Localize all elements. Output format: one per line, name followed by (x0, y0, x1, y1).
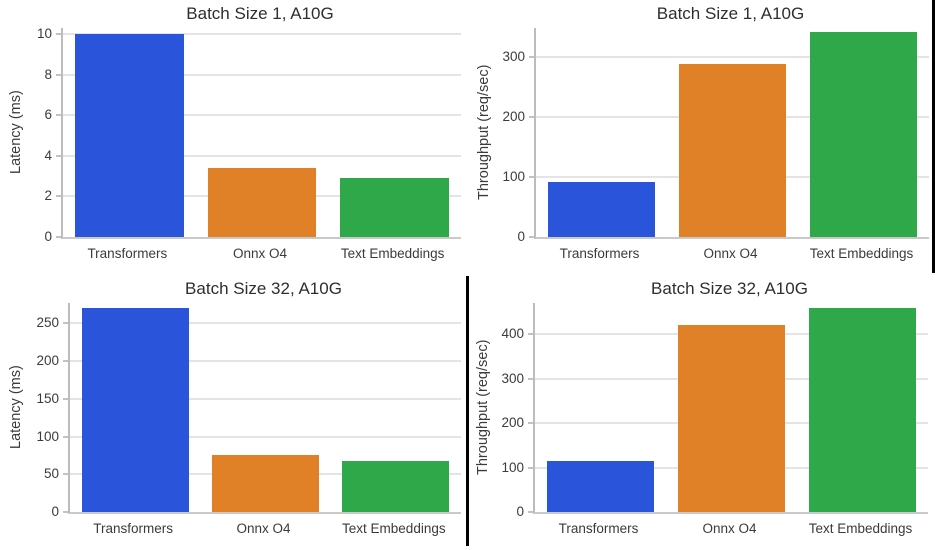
x-category-label-onnx-o4: Onnx O4 (232, 246, 287, 261)
y-tick-label: 250 (36, 315, 59, 331)
gridline-y-8 (63, 73, 461, 76)
y-tick-mark (528, 511, 533, 513)
bar-transformers (74, 34, 184, 237)
bar-text-embeddings (808, 308, 917, 512)
gridline-y-250 (70, 322, 461, 325)
y-tick-mark (529, 236, 534, 238)
y-tick-label: 100 (36, 428, 59, 444)
bar-text-embeddings (809, 32, 918, 237)
bar-onnx-o4 (212, 455, 319, 512)
gridline-y-6 (63, 114, 461, 117)
y-tick-mark (63, 511, 68, 513)
y-tick-mark (528, 466, 533, 469)
y-tick-mark (56, 154, 61, 157)
y-tick-label: 0 (516, 504, 524, 519)
x-category-label-onnx-o4: Onnx O4 (236, 521, 291, 536)
gridline-y-300 (536, 55, 929, 58)
bottom-center-vertical-divider (466, 276, 469, 546)
x-category-label-transformers: Transformers (87, 246, 168, 261)
y-tick-label: 100 (502, 168, 525, 184)
plot-area (68, 303, 461, 514)
y-tick-label: 200 (36, 353, 59, 369)
x-category-label-text-embeddings: Text Embeddings (342, 521, 446, 536)
bar-transformers (81, 307, 189, 512)
x-category-label-text-embeddings: Text Embeddings (809, 246, 914, 261)
plot-area (61, 28, 461, 239)
y-tick-mark (56, 73, 61, 76)
y-tick-mark (63, 397, 68, 400)
y-tick-mark (56, 114, 61, 117)
y-tick-mark (56, 33, 61, 36)
y-tick-label: 4 (44, 147, 52, 163)
bar-onnx-o4 (207, 168, 317, 237)
y-tick-label: 6 (44, 107, 52, 123)
y-tick-label: 50 (43, 466, 59, 482)
chart-title: Batch Size 1, A10G (186, 4, 334, 23)
y-tick-mark (63, 360, 68, 363)
y-tick-label: 300 (501, 370, 524, 386)
y-tick-mark (528, 422, 533, 425)
y-axis-label: Latency (ms) (8, 90, 24, 175)
plot-area (533, 303, 928, 514)
bar-transformers (546, 460, 655, 512)
y-tick-label: 200 (501, 415, 524, 431)
bar-onnx-o4 (678, 64, 787, 237)
y-tick-mark (56, 195, 61, 198)
x-category-label-onnx-o4: Onnx O4 (703, 246, 758, 261)
y-tick-label: 10 (36, 26, 52, 42)
chart-throughput-batch-1: Batch Size 1, A10G Throughput (req/sec) … (468, 0, 935, 275)
y-tick-label: 150 (36, 390, 59, 406)
chart-latency-batch-1: Batch Size 1, A10G Latency (ms) 0 2 4 6 8 10 … (0, 0, 467, 275)
chart-title: Batch Size 32, A10G (185, 279, 342, 298)
y-tick-mark (529, 175, 534, 178)
y-tick-label: 400 (501, 326, 524, 342)
chart-title: Batch Size 1, A10G (656, 4, 805, 23)
y-tick-mark (529, 115, 534, 118)
y-tick-mark (529, 55, 534, 58)
bar-text-embeddings (340, 178, 450, 237)
chart-title: Batch Size 32, A10G (651, 279, 808, 298)
x-category-label-text-embeddings: Text Embeddings (340, 246, 445, 261)
plot-area (534, 28, 929, 239)
bar-transformers (547, 181, 656, 237)
gridline-y-100 (70, 435, 461, 438)
x-category-label-text-embeddings: Text Embeddings (808, 521, 913, 536)
chart-latency-batch-32: Batch Size 32, A10G Latency (ms) 0 50 100 1… (0, 275, 467, 550)
y-tick-label: 8 (44, 66, 52, 82)
y-tick-label: 300 (502, 48, 525, 64)
gridline-y-200 (70, 360, 461, 363)
y-tick-label: 200 (502, 108, 525, 124)
x-category-label-transformers: Transformers (558, 521, 639, 536)
y-tick-mark (63, 435, 68, 438)
y-tick-mark (63, 473, 68, 476)
right-edge-vertical-line (932, 0, 935, 273)
y-tick-mark (63, 322, 68, 325)
bar-text-embeddings (342, 460, 450, 512)
y-tick-mark (528, 377, 533, 380)
gridline-y-10 (63, 33, 461, 36)
gridline-y-4 (63, 154, 461, 157)
x-category-label-transformers: Transformers (559, 246, 640, 261)
y-tick-mark (56, 236, 61, 238)
x-category-label-onnx-o4: Onnx O4 (702, 521, 757, 536)
y-tick-label: 0 (51, 504, 59, 519)
gridline-y-150 (70, 397, 461, 400)
x-category-label-transformers: Transformers (93, 521, 174, 536)
y-tick-label: 100 (501, 459, 524, 475)
y-tick-label: 2 (44, 188, 52, 204)
bar-onnx-o4 (677, 324, 786, 512)
y-tick-mark (528, 333, 533, 336)
y-tick-label: 0 (44, 229, 52, 244)
y-tick-label: 0 (517, 229, 525, 244)
chart-throughput-batch-32: Batch Size 32, A10G Throughput (req/sec)… (467, 275, 934, 550)
